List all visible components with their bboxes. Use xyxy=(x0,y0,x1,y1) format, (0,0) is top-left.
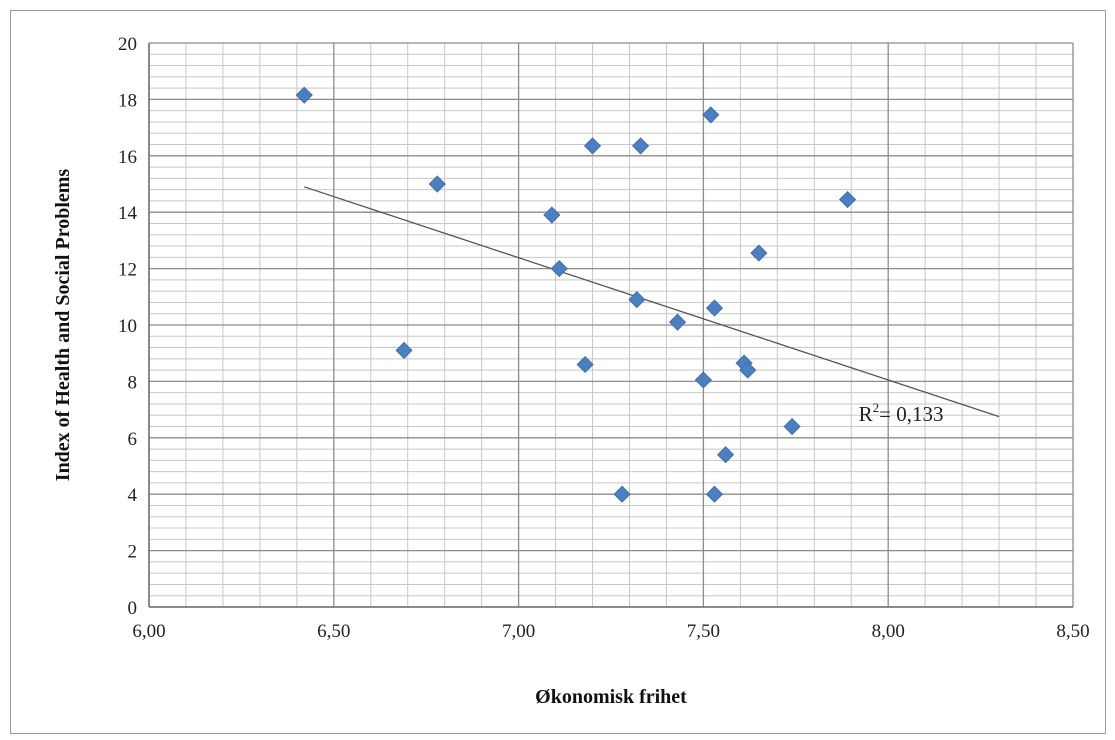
y-tick-label: 4 xyxy=(128,485,138,506)
data-point xyxy=(295,86,313,104)
data-point xyxy=(783,417,801,436)
data-point xyxy=(717,446,735,464)
y-axis-title: Index of Health and Social Problems xyxy=(52,169,74,482)
major-gridlines xyxy=(148,42,1074,608)
y-tick-label: 20 xyxy=(118,34,137,55)
data-point xyxy=(543,206,561,224)
x-tick-label: 6,00 xyxy=(132,621,165,642)
data-point xyxy=(705,299,724,317)
x-tick-label: 7,50 xyxy=(687,621,720,642)
data-point xyxy=(576,355,594,374)
data-point xyxy=(702,106,720,124)
y-tick-label: 12 xyxy=(118,260,137,281)
data-point xyxy=(632,137,650,155)
data-point xyxy=(838,190,857,209)
data-point xyxy=(395,341,413,359)
data-point xyxy=(668,313,687,331)
y-tick-label: 10 xyxy=(118,316,137,337)
r-squared-annotation: R2= 0,133 xyxy=(859,400,944,426)
data-point xyxy=(428,175,446,193)
x-axis-title: Økonomisk frihet xyxy=(535,686,687,708)
x-tick-labels: 6,00 6,50 7,00 7,50 8,00 8,50 xyxy=(132,621,1089,642)
y-tick-label: 0 xyxy=(128,598,138,619)
data-point xyxy=(739,361,757,379)
x-tick-label: 8,50 xyxy=(1056,621,1089,642)
data-points xyxy=(295,86,857,503)
data-point xyxy=(694,371,712,389)
chart-frame: 6,00 6,50 7,00 7,50 8,00 8,50 0 2 4 6 8 10 12 14 16 18… xyxy=(10,10,1106,734)
x-tick-label: 7,00 xyxy=(502,621,535,642)
data-point xyxy=(705,485,724,503)
x-tick-label: 8,00 xyxy=(872,621,905,642)
data-point xyxy=(750,244,768,262)
y-tick-label: 2 xyxy=(128,542,138,563)
x-tick-label: 6,50 xyxy=(317,621,350,642)
trendline-group xyxy=(304,186,1000,418)
y-tick-label: 6 xyxy=(128,429,138,450)
y-tick-label: 18 xyxy=(118,90,137,111)
data-point xyxy=(550,260,568,278)
data-point xyxy=(628,291,646,309)
y-tick-label: 14 xyxy=(118,203,138,224)
scatter-chart: 6,00 6,50 7,00 7,50 8,00 8,50 0 2 4 6 8 10 12 14 16 18… xyxy=(52,34,1090,708)
y-tick-labels: 0 2 4 6 8 10 12 14 16 18 20 xyxy=(118,34,138,619)
y-tick-label: 8 xyxy=(128,372,138,393)
y-tick-label: 16 xyxy=(118,147,137,168)
data-point xyxy=(583,137,602,155)
axes xyxy=(148,43,1073,608)
trendline xyxy=(304,186,1000,418)
data-point xyxy=(613,485,631,503)
